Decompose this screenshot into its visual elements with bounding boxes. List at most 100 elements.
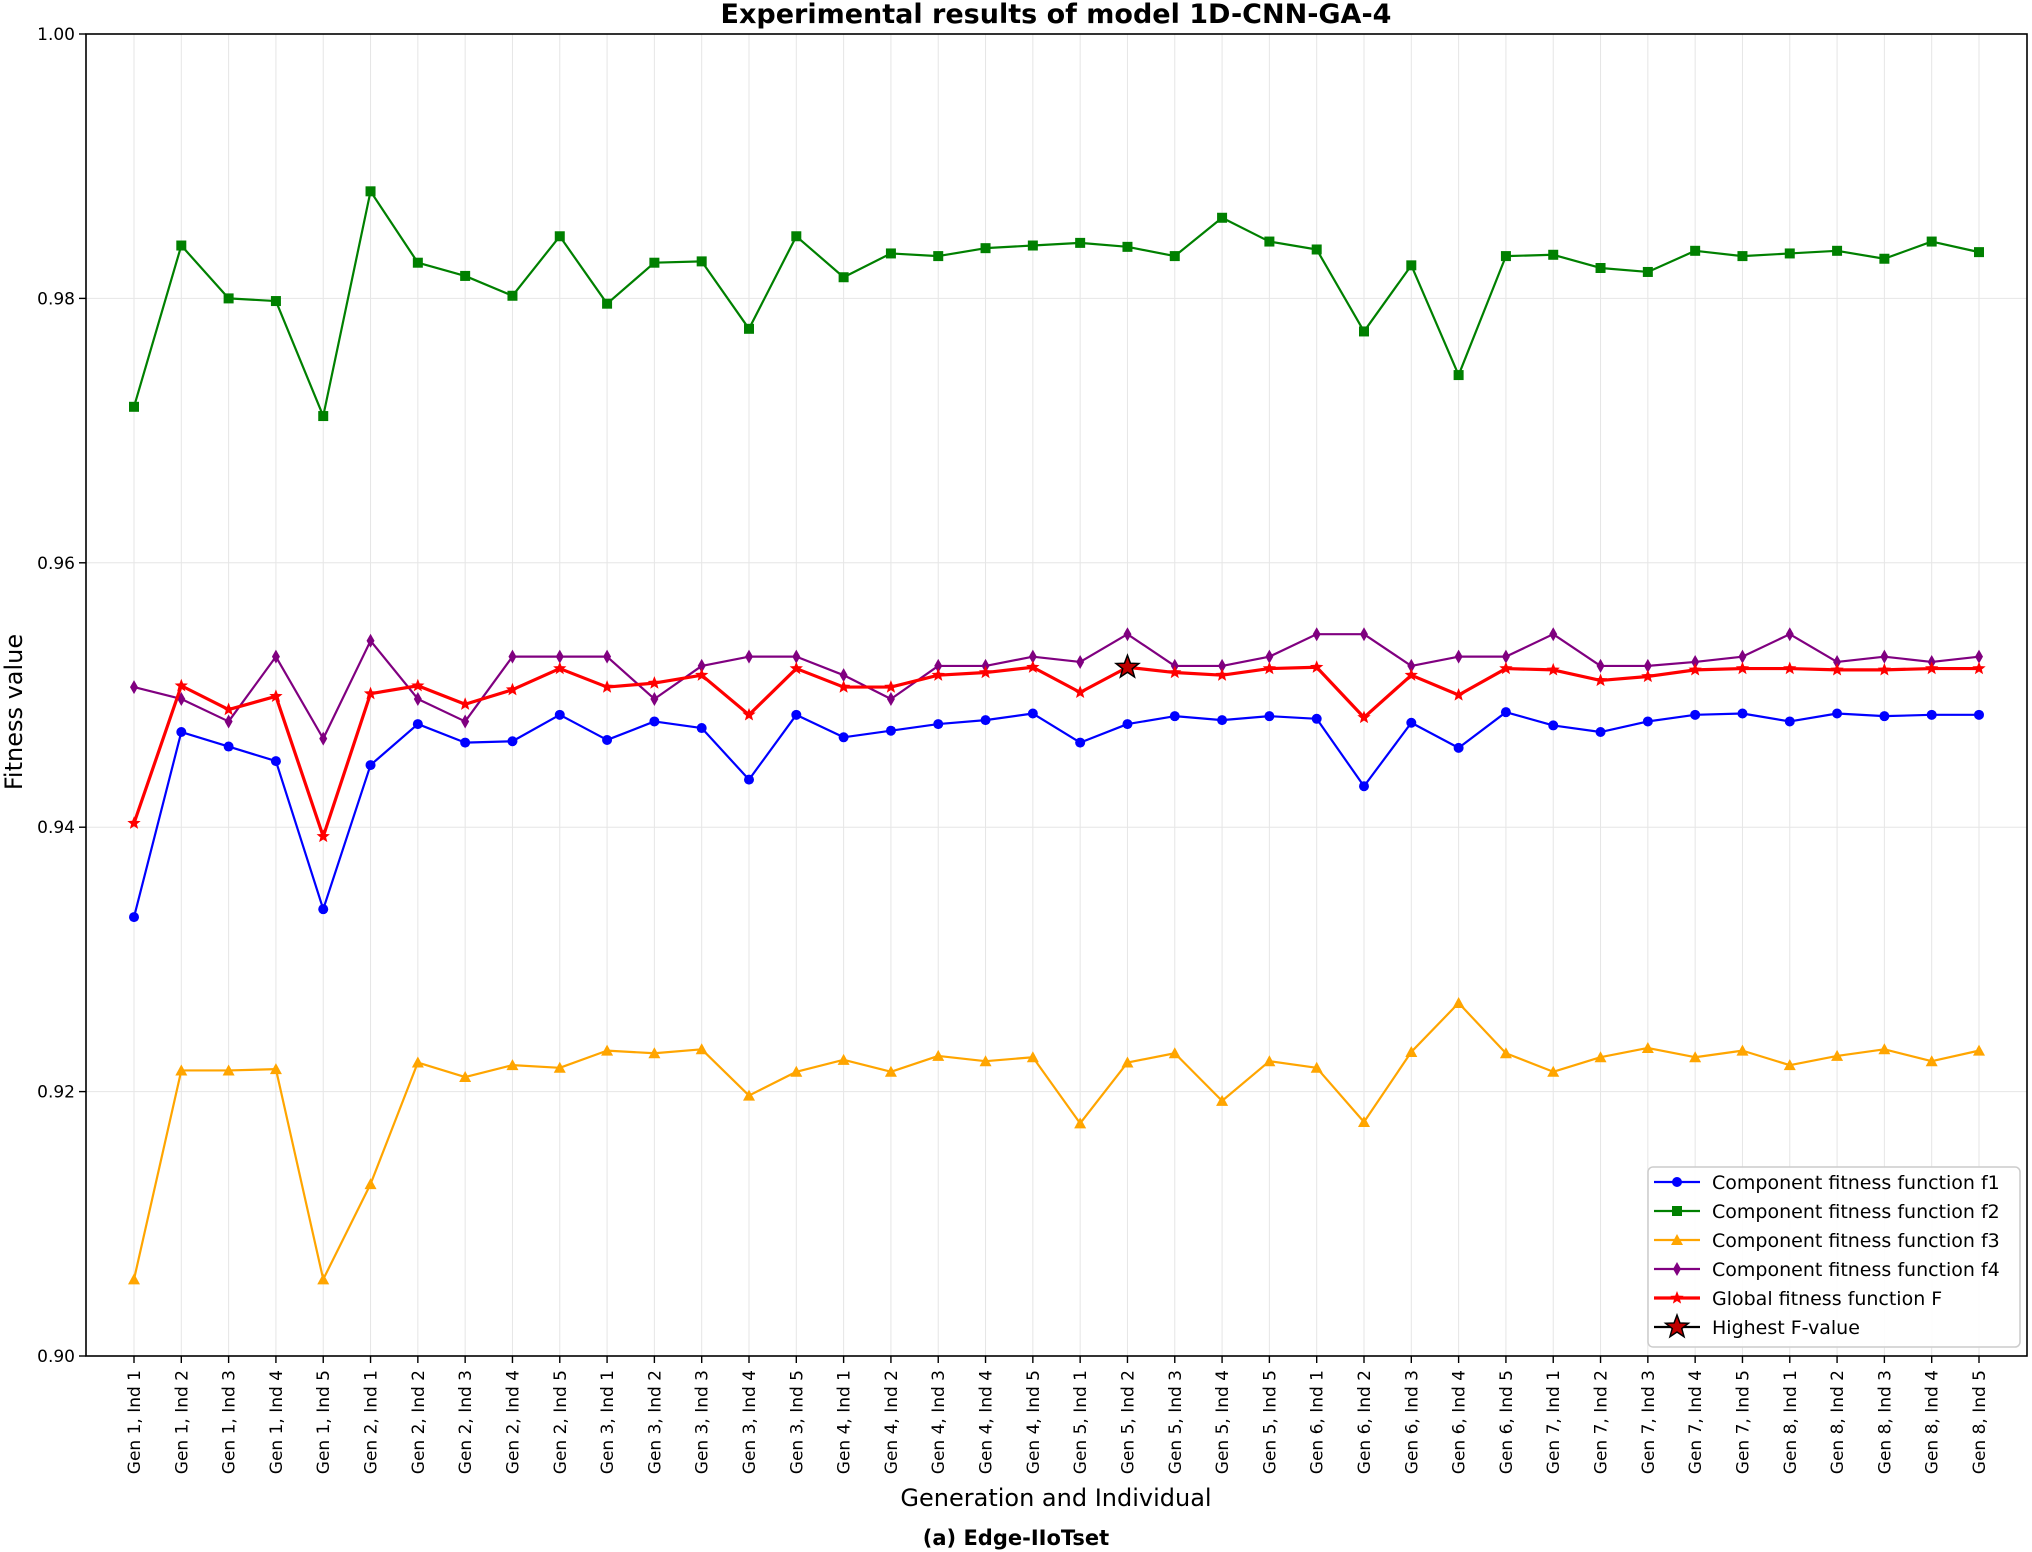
series-layer [127, 186, 1986, 1285]
x-tick-label: Gen 7, Ind 4 [1686, 1370, 1706, 1474]
data-point [789, 661, 803, 675]
data-point [1265, 649, 1274, 664]
data-point [979, 1055, 992, 1067]
data-point [1783, 1059, 1796, 1071]
data-point [695, 1043, 708, 1055]
data-point [1879, 253, 1890, 264]
data-point [271, 649, 280, 664]
data-point [602, 298, 613, 309]
data-point [980, 243, 991, 254]
data-point [1642, 266, 1653, 277]
data-point [790, 1065, 803, 1077]
data-point [1783, 661, 1797, 675]
x-tick-label: Gen 4, Ind 1 [835, 1370, 855, 1474]
data-point [1926, 709, 1937, 720]
legend-label: Highest F-value [1712, 1317, 1860, 1339]
x-tick-label: Gen 3, Ind 5 [787, 1370, 807, 1474]
data-point [1312, 627, 1321, 642]
x-tick-label: Gen 6, Ind 3 [1402, 1370, 1422, 1474]
x-tick-label: Gen 6, Ind 5 [1497, 1370, 1517, 1474]
x-tick-label: Gen 1, Ind 3 [220, 1370, 240, 1474]
data-point [839, 668, 848, 683]
data-point [1264, 236, 1275, 247]
grid-lines [86, 33, 2027, 1357]
data-point [1264, 711, 1275, 722]
data-point [223, 293, 234, 304]
chart-legend: Component fitness function f1 Component f… [1647, 1166, 2021, 1348]
data-point [507, 290, 518, 301]
data-point [175, 1064, 188, 1076]
legend-item: Component fitness function f3 [1654, 1230, 2000, 1252]
x-tick-label: Gen 8, Ind 2 [1828, 1370, 1848, 1474]
data-point [1358, 1116, 1370, 1128]
data-point [1027, 708, 1038, 719]
x-tick-label: Gen 3, Ind 1 [598, 1370, 618, 1474]
data-point [316, 829, 330, 843]
data-point [1691, 654, 1700, 669]
legend-item: Component fitness function f4 [1654, 1259, 2000, 1281]
data-point [1879, 711, 1890, 722]
data-point [1405, 1045, 1418, 1057]
x-tick-label: Gen 6, Ind 1 [1308, 1370, 1328, 1474]
data-point [934, 658, 943, 673]
series-5 [127, 660, 1986, 843]
data-point [1217, 715, 1228, 726]
data-point [1026, 1051, 1039, 1063]
x-tick-label: Gen 5, Ind 1 [1071, 1370, 1091, 1474]
data-point [1546, 662, 1560, 676]
data-point [1641, 1041, 1654, 1053]
data-point [317, 1273, 330, 1285]
data-point [127, 816, 141, 829]
data-point [744, 323, 754, 334]
y-tick-label: 1.00 [37, 25, 75, 45]
legend-box [1647, 1166, 2021, 1348]
data-point [1026, 660, 1040, 673]
data-point [1973, 1044, 1985, 1056]
data-point [319, 731, 328, 746]
x-tick-label: Gen 7, Ind 1 [1544, 1370, 1564, 1474]
data-point [695, 668, 709, 681]
data-point [1688, 662, 1702, 676]
x-tick-label: Gen 5, Ind 2 [1118, 1370, 1138, 1474]
data-point [1596, 658, 1605, 673]
x-tick-label: Gen 7, Ind 5 [1733, 1370, 1753, 1474]
data-point [505, 682, 520, 696]
plot-area-frame [85, 33, 2028, 1357]
data-point [1123, 627, 1132, 642]
data-point [128, 1273, 140, 1285]
legend-label: Component fitness function f3 [1712, 1230, 2000, 1252]
data-point [1878, 1043, 1891, 1055]
data-point [1168, 1047, 1181, 1059]
data-point [411, 1056, 424, 1068]
highlight-layer [1113, 653, 1141, 679]
data-point [1027, 240, 1038, 251]
data-point [1642, 716, 1653, 727]
series-line [132, 711, 1979, 918]
x-tick-label: Gen 4, Ind 5 [1024, 1370, 1044, 1474]
data-point [1169, 711, 1180, 722]
data-point [1737, 708, 1748, 719]
highest-f-value-marker [1113, 653, 1141, 679]
data-point [1073, 685, 1087, 699]
data-point [506, 1059, 519, 1071]
data-point [1549, 627, 1558, 642]
data-point [884, 680, 898, 693]
chart-title: Experimental results of model 1D-CNN-GA-… [721, 0, 1392, 30]
x-tick-label: Gen 6, Ind 4 [1450, 1370, 1470, 1474]
data-point [318, 411, 329, 422]
data-point [1406, 260, 1417, 271]
data-point [176, 727, 187, 738]
x-tick-label: Gen 7, Ind 2 [1592, 1370, 1612, 1474]
data-point [1453, 370, 1464, 381]
series-4 [130, 627, 1983, 746]
data-point [1454, 649, 1463, 664]
data-point [1074, 1117, 1087, 1129]
series-line [133, 633, 1980, 740]
data-point [1453, 742, 1464, 753]
legend-item: Global fitness function F [1654, 1288, 1942, 1310]
x-tick-label: Gen 2, Ind 2 [409, 1370, 429, 1474]
data-point [603, 649, 612, 664]
data-point [269, 1063, 282, 1075]
data-point [744, 774, 754, 785]
data-point [1595, 727, 1606, 738]
